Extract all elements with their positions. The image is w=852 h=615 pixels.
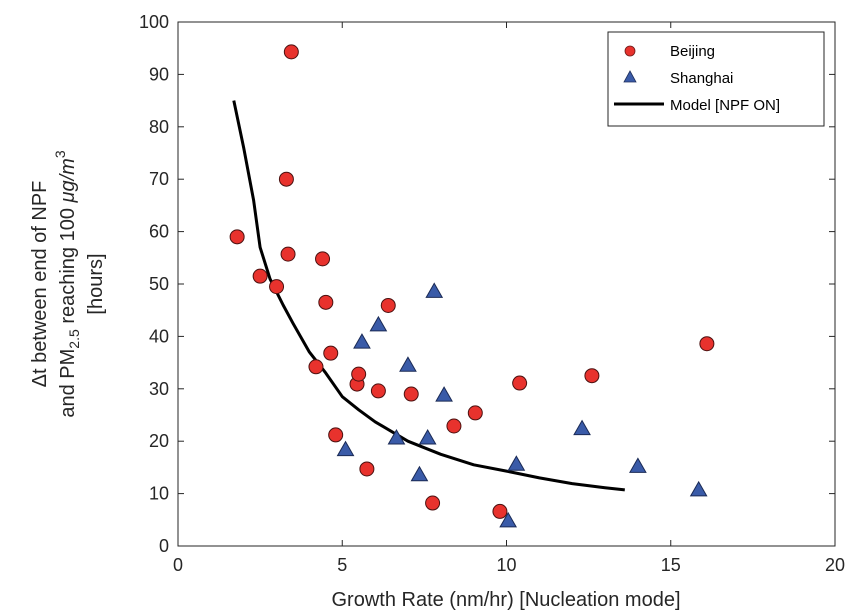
y-tick-label-3: 30 bbox=[149, 379, 169, 399]
shanghai-point-1 bbox=[353, 333, 371, 349]
beijing-point-20 bbox=[492, 503, 508, 519]
y-axis-title-line-1: Δt between end of NPF bbox=[29, 181, 51, 388]
beijing-point-19 bbox=[467, 405, 483, 421]
shanghai-point-7 bbox=[425, 282, 444, 298]
axis-ticks: 0 5 10 15 20 0 10 20 30 40 50 60 70 80 90 100 bbox=[139, 12, 845, 575]
beijing-point-9 bbox=[323, 345, 339, 361]
beijing-point-17 bbox=[425, 495, 441, 511]
beijing-point-12 bbox=[351, 366, 367, 382]
y-axis-title-part-reaching: reaching 100 bbox=[57, 202, 79, 329]
x-tick-label-0: 0 bbox=[173, 555, 183, 575]
shanghai-point-0 bbox=[336, 440, 355, 457]
beijing-point-10 bbox=[328, 427, 344, 443]
shanghai-point-11 bbox=[573, 419, 591, 436]
y-tick-label-2: 20 bbox=[149, 431, 169, 451]
y-axis-title: Δt between end of NPF and PM2.5 reaching… bbox=[29, 150, 107, 417]
beijing-point-21 bbox=[512, 375, 528, 391]
y-tick-label-8: 80 bbox=[149, 117, 169, 137]
shanghai-point-4 bbox=[399, 356, 417, 372]
shanghai-point-13 bbox=[689, 480, 708, 497]
beijing-point-0 bbox=[229, 229, 245, 245]
shanghai-point-9 bbox=[499, 511, 518, 528]
y-axis-title-superscript: 3 bbox=[52, 150, 68, 158]
beijing-point-15 bbox=[380, 297, 396, 313]
x-tick-label-2: 10 bbox=[496, 555, 516, 575]
legend-label-shanghai: Shanghai bbox=[670, 70, 733, 87]
y-tick-label-4: 40 bbox=[149, 326, 169, 346]
data-layer bbox=[229, 44, 715, 528]
x-axis-title: Growth Rate (nm/hr) [Nucleation mode] bbox=[331, 589, 680, 611]
beijing-point-4 bbox=[280, 246, 296, 262]
beijing-point-14 bbox=[370, 383, 386, 399]
shanghai-point-12 bbox=[629, 457, 647, 473]
y-tick-label-1: 10 bbox=[149, 484, 169, 504]
y-tick-label-5: 50 bbox=[149, 274, 169, 294]
legend-box bbox=[607, 31, 825, 127]
beijing-point-6 bbox=[308, 359, 324, 375]
y-tick-label-9: 90 bbox=[149, 64, 169, 84]
legend-label-model: Model [NPF ON] bbox=[670, 97, 780, 114]
y-axis-title-part-unit: μg/m bbox=[57, 158, 79, 203]
x-tick-label-4: 20 bbox=[825, 555, 845, 575]
beijing-point-1 bbox=[252, 268, 268, 284]
legend: Beijing Shanghai Model [NPF ON] bbox=[607, 31, 825, 127]
beijing-point-7 bbox=[315, 251, 331, 267]
legend-label-beijing: Beijing bbox=[670, 43, 715, 60]
y-tick-label-7: 70 bbox=[149, 169, 169, 189]
beijing-point-23 bbox=[699, 336, 715, 352]
shanghai-point-2 bbox=[369, 315, 388, 332]
y-tick-label-0: 0 bbox=[159, 536, 169, 556]
y-axis-title-line-2: and PM2.5 reaching 100 μg/m3 bbox=[52, 150, 82, 417]
x-tick-label-3: 15 bbox=[661, 555, 681, 575]
legend-marker-beijing bbox=[624, 45, 636, 57]
beijing-point-13 bbox=[359, 461, 375, 477]
shanghai-point-10 bbox=[507, 455, 526, 471]
model-curve bbox=[232, 100, 625, 492]
y-tick-label-10: 100 bbox=[139, 12, 169, 32]
y-tick-label-6: 60 bbox=[149, 222, 169, 242]
y-axis-title-subscript: 2.5 bbox=[66, 329, 82, 349]
y-axis-title-line-3: [hours] bbox=[85, 253, 107, 314]
beijing-point-16 bbox=[403, 386, 419, 402]
y-axis-title-part-pm: and PM bbox=[57, 349, 79, 418]
beijing-point-18 bbox=[446, 418, 462, 434]
beijing-point-3 bbox=[278, 171, 294, 187]
shanghai-point-6 bbox=[418, 429, 437, 445]
shanghai-point-3 bbox=[387, 429, 406, 445]
shanghai-point-8 bbox=[435, 386, 453, 402]
legend-marker-shanghai bbox=[623, 70, 637, 83]
beijing-point-2 bbox=[269, 279, 285, 295]
beijing-point-22 bbox=[584, 368, 600, 384]
shanghai-point-5 bbox=[410, 465, 429, 482]
beijing-point-8 bbox=[318, 294, 334, 310]
x-tick-label-1: 5 bbox=[337, 555, 347, 575]
beijing-point-5 bbox=[283, 44, 299, 60]
